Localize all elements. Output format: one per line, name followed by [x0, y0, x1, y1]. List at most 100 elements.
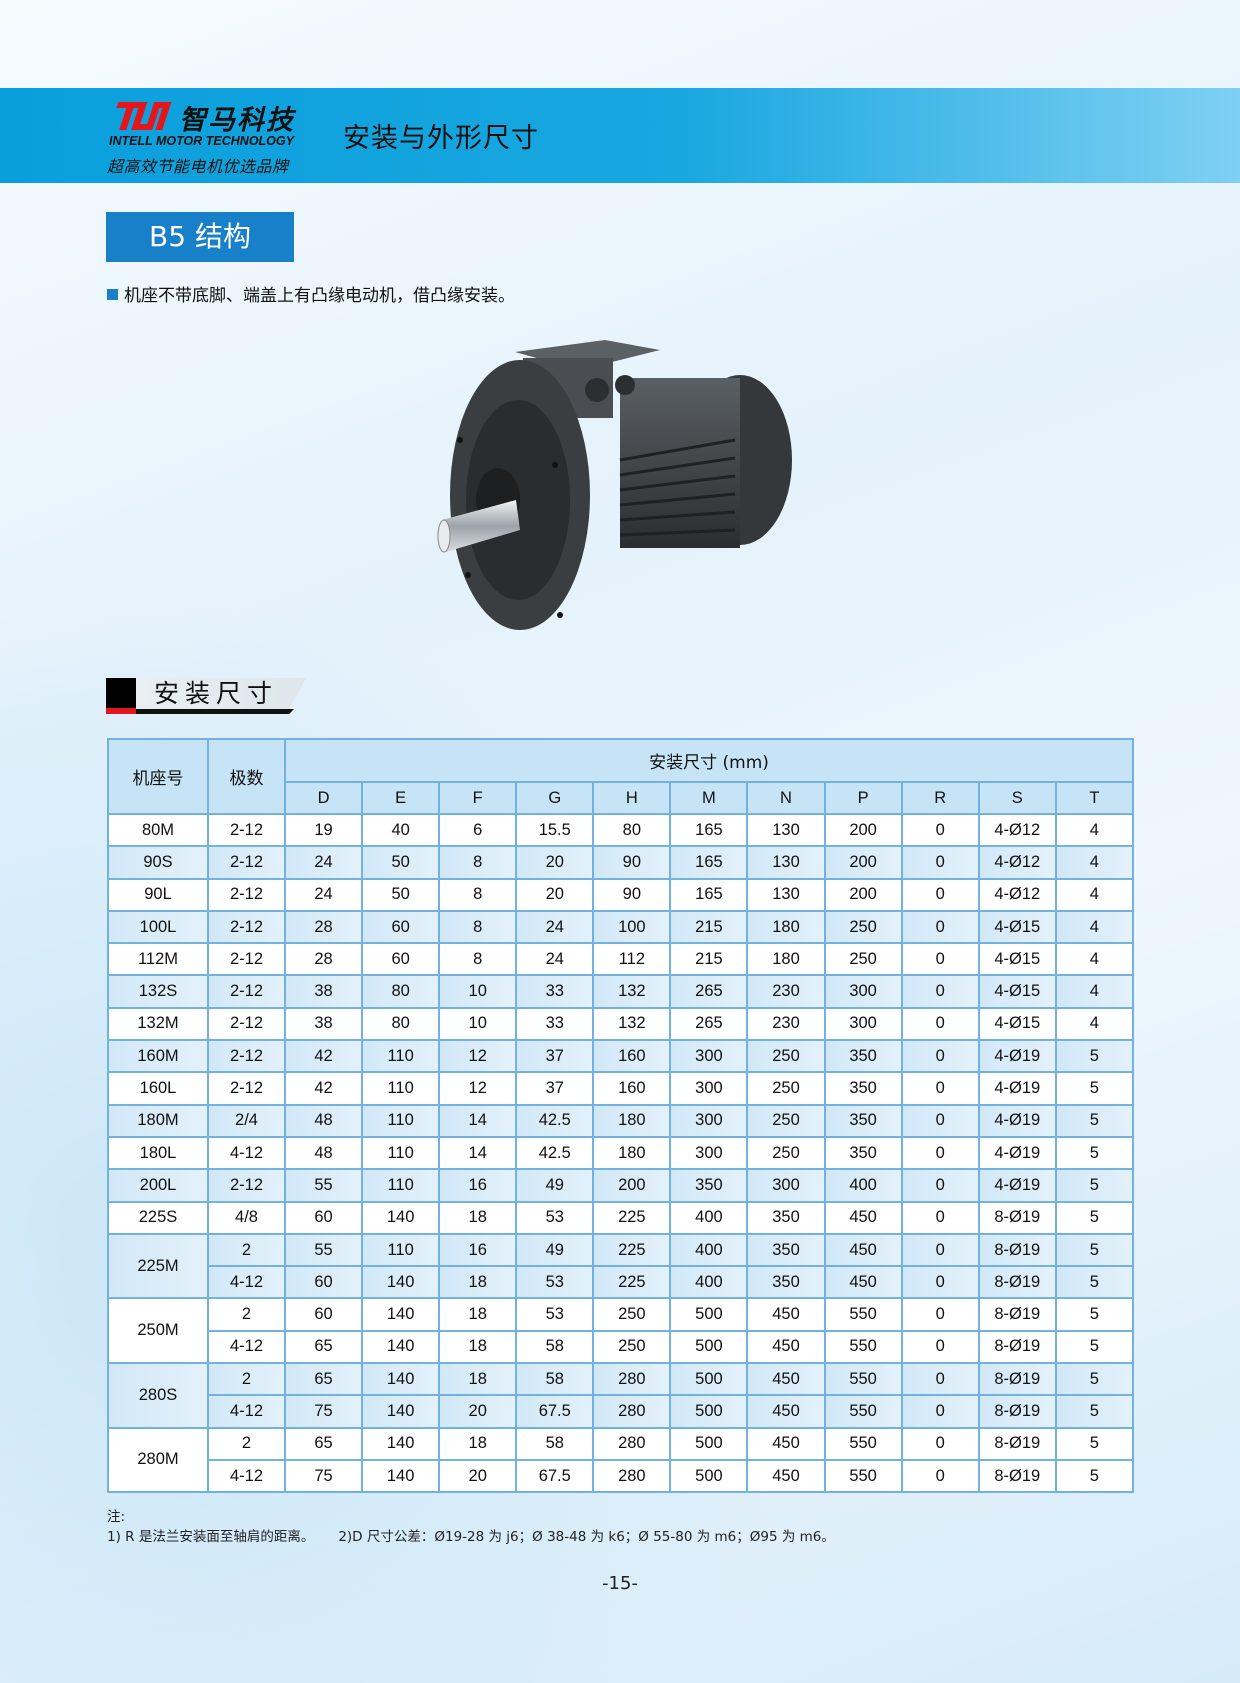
header-dim-h: H [592, 781, 672, 815]
cell-r: 0 [900, 1039, 980, 1074]
cell-t: 5 [1054, 1265, 1135, 1300]
cell-s: 4-Ø12 [977, 877, 1057, 912]
cell-r: 0 [900, 1200, 980, 1235]
cell-poles: 2 [207, 1232, 286, 1268]
cell-n: 130 [746, 812, 826, 848]
cell-f: 18 [438, 1297, 518, 1332]
cell-poles: 4/8 [207, 1200, 286, 1235]
cell-d: 75 [283, 1394, 364, 1429]
cell-t: 5 [1054, 1232, 1135, 1268]
cell-h: 90 [592, 877, 672, 912]
cell-p: 350 [823, 1039, 903, 1074]
cell-p: 200 [823, 845, 903, 880]
cell-f: 18 [438, 1362, 518, 1397]
cell-p: 200 [823, 812, 903, 848]
cell-n: 450 [746, 1362, 826, 1397]
cell-f: 18 [438, 1200, 518, 1235]
cell-n: 180 [746, 942, 826, 977]
cell-m: 400 [669, 1200, 749, 1235]
cell-d: 60 [283, 1200, 364, 1235]
cell-d: 75 [283, 1458, 364, 1494]
cell-d: 42 [283, 1039, 364, 1074]
cell-g: 53 [515, 1297, 595, 1332]
header-dimensions-group: 安装尺寸 (mm) [284, 738, 1134, 783]
cell-frame: 225S [107, 1200, 209, 1235]
cell-f: 16 [438, 1232, 518, 1268]
cell-g: 58 [515, 1329, 595, 1365]
cell-r: 0 [900, 1458, 980, 1494]
cell-e: 140 [361, 1329, 441, 1365]
cell-poles: 2-12 [207, 909, 286, 945]
cell-g: 37 [515, 1071, 595, 1106]
cell-t: 4 [1054, 974, 1135, 1009]
cell-t: 5 [1054, 1103, 1135, 1138]
cell-h: 80 [592, 812, 672, 848]
cell-m: 400 [669, 1265, 749, 1300]
cell-s: 4-Ø19 [977, 1071, 1057, 1106]
cell-p: 550 [823, 1394, 903, 1429]
cell-t: 5 [1054, 1458, 1135, 1494]
cell-f: 10 [438, 974, 518, 1009]
cell-r: 0 [900, 1103, 980, 1138]
cell-p: 450 [823, 1200, 903, 1235]
cell-g: 53 [515, 1200, 595, 1235]
cell-poles: 2-12 [207, 942, 286, 977]
table-row: 132M 2-12 38 80 10 33 132 265 230 300 0 4-Ø15 4 [107, 1006, 1135, 1042]
cell-g: 20 [515, 877, 595, 912]
cell-m: 500 [669, 1426, 749, 1461]
cell-r: 0 [900, 845, 980, 880]
cell-m: 400 [669, 1232, 749, 1268]
cell-h: 225 [592, 1200, 672, 1235]
cell-t: 5 [1054, 1329, 1135, 1365]
cell-p: 550 [823, 1458, 903, 1494]
header-frame: 机座号 [107, 738, 209, 815]
cell-f: 18 [438, 1329, 518, 1365]
cell-poles: 4-12 [207, 1394, 286, 1429]
heading-red-accent [106, 708, 136, 714]
header-dim-d: D [283, 781, 364, 815]
cell-n: 300 [746, 1168, 826, 1203]
table-row: 280S 2 65 140 18 58 280 500 450 550 0 8-Ø19 5 [107, 1362, 1135, 1429]
cell-frame: 180L [107, 1135, 209, 1171]
cell-poles: 2-12 [207, 1168, 286, 1203]
cell-e: 140 [361, 1265, 441, 1300]
cell-m: 265 [669, 974, 749, 1009]
cell-e: 140 [361, 1426, 441, 1461]
cell-n: 130 [746, 877, 826, 912]
cell-r: 0 [900, 942, 980, 977]
cell-h: 200 [592, 1168, 672, 1203]
cell-m: 165 [669, 812, 749, 848]
cell-t: 5 [1054, 1168, 1135, 1203]
cell-t: 4 [1054, 942, 1135, 977]
table-row: 280M 2 65 140 18 58 280 500 450 550 0 8-Ø19 5 [107, 1426, 1135, 1494]
cell-n: 230 [746, 974, 826, 1009]
header-dim-f: F [438, 781, 518, 815]
cell-p: 300 [823, 1006, 903, 1042]
note-1: 1) R 是法兰安装面至轴肩的距离。 [107, 1529, 315, 1545]
cell-m: 500 [669, 1329, 749, 1365]
cell-r: 0 [900, 1135, 980, 1171]
cell-d: 19 [283, 812, 364, 848]
cell-p: 250 [823, 942, 903, 977]
motor-image [437, 340, 792, 630]
table-row: 90S 2-12 24 50 8 20 90 165 130 200 0 4-Ø12 4 [107, 845, 1135, 880]
cell-poles: 4-12 [207, 1329, 286, 1365]
cell-d: 65 [283, 1426, 364, 1461]
cell-poles: 2-12 [207, 1039, 286, 1074]
cell-n: 180 [746, 909, 826, 945]
cell-frame: 180M [107, 1103, 209, 1138]
cell-m: 265 [669, 1006, 749, 1042]
cell-h: 250 [592, 1297, 672, 1332]
cell-d: 42 [283, 1071, 364, 1106]
header-band [0, 88, 1240, 183]
cell-e: 50 [361, 845, 441, 880]
cell-n: 130 [746, 845, 826, 880]
cell-d: 60 [283, 1297, 364, 1332]
cell-s: 4-Ø19 [977, 1103, 1057, 1138]
cell-f: 18 [438, 1426, 518, 1461]
cell-poles: 4-12 [207, 1458, 286, 1494]
cell-frame: 132M [107, 1006, 209, 1042]
cell-m: 300 [669, 1071, 749, 1106]
cell-g: 49 [515, 1232, 595, 1268]
